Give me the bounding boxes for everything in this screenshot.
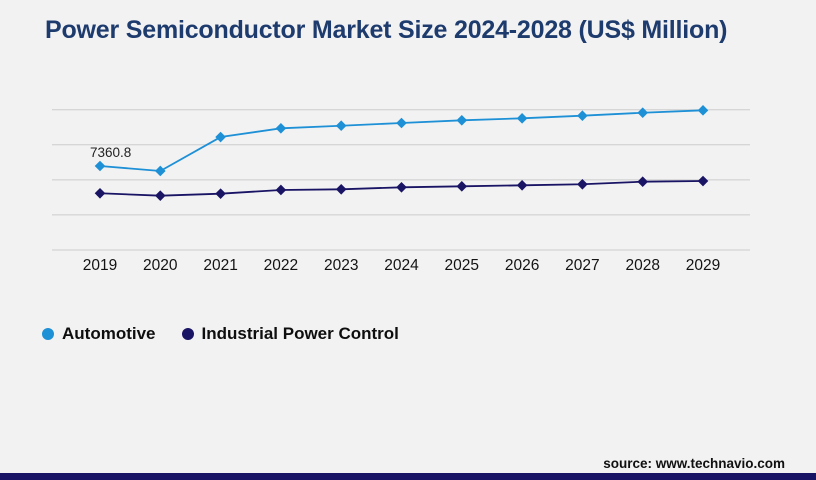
x-axis-tick-label: 2019 [83, 257, 117, 274]
x-axis-tick-label: 2026 [505, 257, 539, 274]
data-point [637, 107, 648, 119]
data-point [155, 165, 166, 177]
data-point [396, 117, 407, 129]
data-point [577, 178, 588, 190]
data-point [335, 120, 347, 132]
data-point [155, 190, 166, 201]
x-axis-tick-label: 2023 [324, 257, 358, 274]
x-axis-tick-label: 2028 [625, 257, 659, 274]
data-point [456, 181, 468, 192]
data-point [456, 115, 468, 126]
x-axis-tick-label: 2021 [203, 257, 237, 274]
data-point-label: 7360.8 [90, 145, 131, 160]
data-point [335, 183, 347, 195]
automotive-legend-dot-icon [42, 328, 54, 340]
x-axis-tick-label: 2022 [264, 257, 298, 274]
data-point [697, 105, 709, 116]
x-axis-tick-label: 2020 [143, 257, 178, 274]
data-point [94, 187, 106, 199]
legend-item-automotive: Automotive [42, 324, 156, 344]
data-point [637, 176, 648, 188]
chart-title: Power Semiconductor Market Size 2024-202… [45, 16, 728, 44]
data-point [516, 179, 528, 191]
data-point [396, 181, 407, 193]
x-axis-tick-label: 2024 [384, 257, 419, 274]
data-point [215, 188, 226, 199]
footer-accent-bar [0, 473, 816, 480]
data-point [94, 160, 106, 172]
x-axis-tick-label: 2027 [565, 257, 599, 274]
legend-label: Automotive [62, 324, 156, 343]
data-point [697, 175, 709, 187]
legend-item-industrial-power-control: Industrial Power Control [181, 324, 399, 344]
data-point [275, 123, 287, 134]
industrial-legend-dot-icon [181, 328, 194, 340]
data-point [516, 113, 528, 124]
legend-label: Industrial Power Control [201, 324, 399, 343]
x-axis-tick-label: 2029 [686, 257, 720, 274]
data-point [275, 184, 287, 196]
data-point [215, 131, 226, 143]
source-attribution: source: www.technavio.com [603, 456, 785, 471]
chart-legend: Automotive Industrial Power Control [42, 324, 399, 344]
x-axis-tick-label: 2025 [445, 257, 479, 274]
data-point [577, 110, 588, 121]
